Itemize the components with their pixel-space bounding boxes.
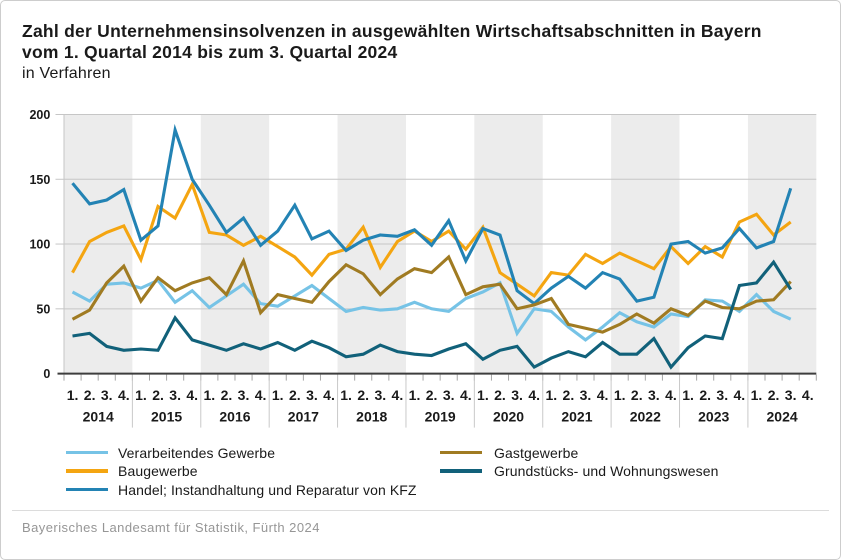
chart-title-line1: Zahl der Unternehmensinsolvenzen in ausg…	[22, 21, 762, 41]
legend-swatch-handel-instandhaltung-und-reparatur-von-kfz	[66, 487, 108, 492]
x-quarter-label: 1.	[477, 387, 489, 403]
series-line-verarbeitendes-gewerbe	[71, 278, 792, 342]
legend-swatch-verarbeitendes-gewerbe	[66, 450, 108, 455]
x-year-label-2014: 2014	[83, 408, 114, 424]
legend-swatch-baugewerbe	[66, 469, 108, 473]
x-quarter-label: 1.	[614, 387, 626, 403]
x-quarter-label: 4.	[323, 387, 335, 403]
legend-label-grundst-cks-und-wohnungswesen: Grundstücks- und Wohnungswesen	[494, 463, 719, 480]
x-quarter-label: 2.	[426, 387, 438, 403]
x-quarter-label: 1.	[751, 387, 763, 403]
x-quarter-label: 4.	[118, 387, 130, 403]
source-note: Bayerisches Landesamt für Statistik, Für…	[22, 519, 320, 535]
x-quarter-label: 3.	[580, 387, 592, 403]
x-quarter-label: 2.	[152, 387, 164, 403]
x-quarter-label: 2.	[494, 387, 506, 403]
chart-title-line2: vom 1. Quartal 2014 bis zum 3. Quartal 2…	[22, 42, 398, 62]
series-line-grundst-cks-und-wohnungswesen	[72, 259, 793, 370]
x-quarter-label: 2.	[289, 387, 301, 403]
legend-swatch-grundst-cks-und-wohnungswesen	[440, 469, 482, 473]
x-year-label-2024: 2024	[767, 408, 798, 424]
x-quarter-label: 4.	[186, 387, 198, 403]
x-quarter-label: 2.	[631, 387, 643, 403]
x-quarter-label: 4.	[734, 387, 746, 403]
x-quarter-label: 1.	[545, 387, 557, 403]
x-quarter-label: 1.	[340, 387, 352, 403]
y-axis-label-0: 0	[43, 367, 50, 381]
footer-separator	[12, 510, 829, 511]
legend-label-baugewerbe: Baugewerbe	[118, 463, 198, 480]
x-quarter-label: 3.	[238, 387, 250, 403]
series-line-gastgewerbe	[71, 254, 792, 334]
x-year-label-2017: 2017	[288, 408, 319, 424]
x-quarter-label: 1.	[203, 387, 215, 403]
x-quarter-label: 2.	[563, 387, 575, 403]
x-quarter-label: 2.	[84, 387, 96, 403]
x-quarter-label: 4.	[597, 387, 609, 403]
x-quarter-label: 1.	[67, 387, 79, 403]
x-quarter-label: 3.	[648, 387, 660, 403]
chart-header: Zahl der Unternehmensinsolvenzen in ausg…	[22, 21, 762, 83]
legend-swatch-gastgewerbe	[440, 450, 482, 455]
legend-item-grundst-cks-und-wohnungswesen: Grundstücks- und Wohnungswesen	[440, 462, 719, 480]
x-quarter-label: 3.	[443, 387, 455, 403]
legend-label-verarbeitendes-gewerbe: Verarbeitendes Gewerbe	[118, 444, 276, 461]
y-axis-label-200: 200	[29, 108, 50, 122]
legend-label-handel-instandhaltung-und-reparatur-von-kfz: Handel; Instandhaltung und Reparatur von…	[118, 481, 417, 498]
series-line-handel-instandhaltung-und-reparatur-von-kfz	[71, 123, 793, 306]
legend-label-gastgewerbe: Gastgewerbe	[494, 444, 579, 461]
legend-item-baugewerbe: Baugewerbe	[66, 462, 198, 480]
x-year-label-2019: 2019	[425, 408, 456, 424]
y-axis-label-100: 100	[29, 238, 50, 252]
x-quarter-label: 3.	[511, 387, 523, 403]
x-quarter-label: 3.	[101, 387, 113, 403]
x-quarter-label: 4.	[460, 387, 472, 403]
legend-item-gastgewerbe: Gastgewerbe	[440, 444, 578, 462]
x-quarter-label: 4.	[528, 387, 540, 403]
x-quarter-label: 2.	[699, 387, 711, 403]
x-year-label-2016: 2016	[219, 408, 250, 424]
x-quarter-label: 4.	[665, 387, 677, 403]
x-quarter-label: 1.	[272, 387, 284, 403]
y-axis-label-150: 150	[29, 173, 50, 187]
x-quarter-label: 3.	[374, 387, 386, 403]
x-quarter-label: 3.	[169, 387, 181, 403]
x-quarter-label: 4.	[392, 387, 404, 403]
x-quarter-label: 1.	[682, 387, 694, 403]
x-quarter-label: 3.	[785, 387, 797, 403]
x-quarter-label: 2.	[357, 387, 369, 403]
x-quarter-label: 4.	[802, 387, 814, 403]
x-year-label-2021: 2021	[561, 408, 592, 424]
x-quarter-label: 3.	[306, 387, 318, 403]
x-year-label-2022: 2022	[630, 408, 661, 424]
x-quarter-label: 3.	[716, 387, 728, 403]
legend-item-verarbeitendes-gewerbe: Verarbeitendes Gewerbe	[66, 444, 275, 462]
x-quarter-label: 1.	[409, 387, 421, 403]
x-quarter-label: 1.	[135, 387, 147, 403]
chart-unit-subtitle: in Verfahren	[22, 65, 111, 82]
y-axis-label-50: 50	[36, 302, 50, 316]
x-year-label-2018: 2018	[356, 408, 387, 424]
series-line-baugewerbe	[71, 180, 792, 299]
x-year-label-2015: 2015	[151, 408, 182, 424]
x-year-label-2023: 2023	[698, 408, 729, 424]
x-quarter-label: 2.	[221, 387, 233, 403]
legend-item-handel-instandhaltung-und-reparatur-von-kfz: Handel; Instandhaltung und Reparatur von…	[66, 481, 417, 499]
x-year-label-2020: 2020	[493, 408, 524, 424]
x-quarter-label: 4.	[255, 387, 267, 403]
x-quarter-label: 2.	[768, 387, 780, 403]
